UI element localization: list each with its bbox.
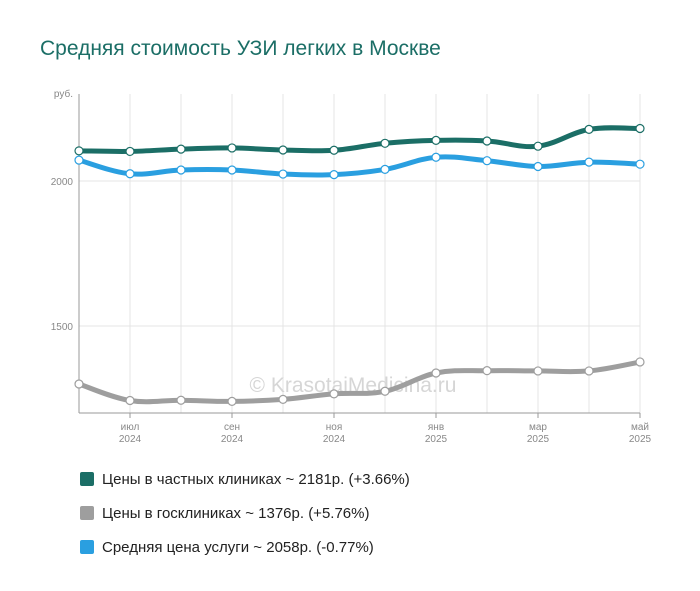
data-point xyxy=(482,136,492,146)
data-point xyxy=(125,169,135,179)
x-tick-label-month: мар xyxy=(529,422,547,433)
data-point xyxy=(584,124,594,134)
x-tick-label-year: 2025 xyxy=(629,434,652,445)
data-point xyxy=(227,165,237,175)
legend-label-private: Цены в частных клиниках ~ 2181р. (+3.66%… xyxy=(102,470,410,488)
legend-swatch-average xyxy=(80,540,94,554)
data-point xyxy=(278,169,288,179)
data-point xyxy=(329,389,339,399)
data-point xyxy=(584,366,594,376)
legend: Цены в частных клиниках ~ 2181р. (+3.66%… xyxy=(80,462,410,564)
data-point xyxy=(74,379,84,389)
data-point xyxy=(278,145,288,155)
legend-swatch-public xyxy=(80,506,94,520)
x-tick-label-year: 2024 xyxy=(119,434,142,445)
legend-item-average[interactable]: Средняя цена услуги ~ 2058р. (-0.77%) xyxy=(80,530,410,564)
data-point xyxy=(635,159,645,169)
series-line xyxy=(76,154,643,178)
data-point xyxy=(533,161,543,172)
data-point xyxy=(176,395,186,405)
legend-label-average: Средняя цена услуги ~ 2058р. (-0.77%) xyxy=(102,538,374,556)
data-point xyxy=(533,141,543,151)
data-point xyxy=(176,144,186,154)
data-point xyxy=(635,123,645,134)
data-point xyxy=(533,366,543,376)
x-tick-label-year: 2025 xyxy=(425,434,448,445)
data-point xyxy=(125,146,135,157)
data-point xyxy=(278,394,288,404)
line-chart: 15002000руб.июл2024сен2024ноя2024янв2025… xyxy=(51,88,652,445)
x-tick-label-year: 2024 xyxy=(323,434,346,445)
data-point xyxy=(74,155,84,165)
series-line xyxy=(76,125,643,154)
data-point xyxy=(227,143,237,153)
y-tick-label: 2000 xyxy=(51,177,74,188)
data-point xyxy=(380,386,390,396)
data-point xyxy=(482,366,492,376)
data-point xyxy=(635,357,645,367)
data-point xyxy=(329,170,339,180)
legend-swatch-private xyxy=(80,472,94,486)
y-tick-label: 1500 xyxy=(51,322,74,333)
data-point xyxy=(431,135,441,145)
x-tick-label-year: 2024 xyxy=(221,434,244,445)
x-tick-label-month: май xyxy=(631,422,649,433)
legend-label-public: Цены в госклиниках ~ 1376р. (+5.76%) xyxy=(102,504,370,522)
data-point xyxy=(380,164,390,174)
data-point xyxy=(431,368,441,378)
x-tick-label-month: июл xyxy=(121,422,140,433)
x-tick-label-month: янв xyxy=(428,422,444,433)
data-point xyxy=(227,396,237,406)
data-point xyxy=(431,152,441,162)
data-point xyxy=(380,138,390,148)
legend-item-public[interactable]: Цены в госклиниках ~ 1376р. (+5.76%) xyxy=(80,496,410,530)
data-point xyxy=(584,157,594,167)
data-point xyxy=(482,156,492,166)
data-point xyxy=(74,146,84,156)
y-axis-unit-label: руб. xyxy=(54,88,73,100)
legend-item-private[interactable]: Цены в частных клиниках ~ 2181р. (+3.66%… xyxy=(80,462,410,496)
page-title: Средняя стоимость УЗИ легких в Москве xyxy=(40,37,441,60)
data-point xyxy=(329,145,339,155)
x-tick-label-year: 2025 xyxy=(527,434,550,445)
data-point xyxy=(125,395,135,406)
data-point xyxy=(176,165,186,175)
x-tick-label-month: сен xyxy=(224,422,240,433)
watermark: © KrasotaiMedicina.ru xyxy=(250,374,457,397)
x-tick-label-month: ноя xyxy=(326,422,343,433)
